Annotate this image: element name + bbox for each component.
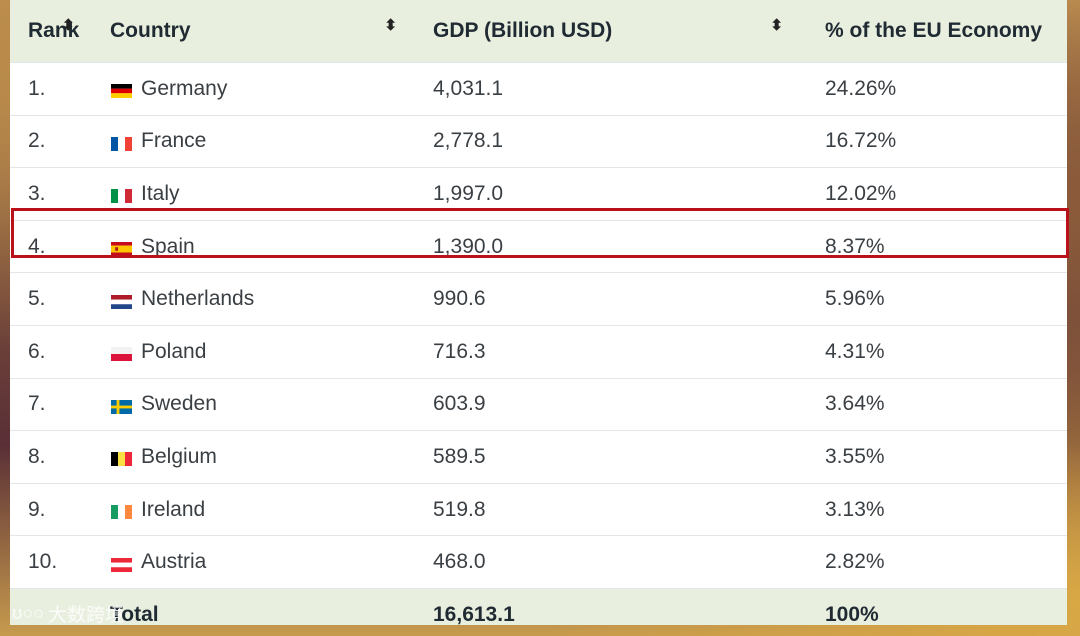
flag-netherlands-icon bbox=[110, 291, 133, 309]
share-cell: 3.13% bbox=[807, 482, 1067, 536]
table-row: 2. France 2,778.1 16.72% bbox=[10, 114, 1067, 168]
total-share: 100% bbox=[807, 587, 1067, 625]
gdp-cell: 519.8 bbox=[415, 482, 807, 536]
table-row: 7. Sweden 603.9 3.64% bbox=[10, 377, 1067, 431]
country-cell: Belgium bbox=[92, 430, 415, 484]
gdp-cell: 1,997.0 bbox=[415, 167, 807, 221]
table-row: 4. Spain 1,390.0 8.37% bbox=[10, 219, 1067, 273]
country-name: Spain bbox=[141, 234, 195, 258]
rank-cell: 6. bbox=[10, 324, 92, 379]
total-rank-cell bbox=[10, 587, 92, 625]
total-row: Total 16,613.1 100% bbox=[10, 587, 1067, 625]
total-gdp: 16,613.1 bbox=[415, 587, 807, 625]
table-row: 3. Italy 1,997.0 12.02% bbox=[10, 167, 1067, 221]
gdp-cell: 603.9 bbox=[415, 377, 807, 431]
gdp-cell: 4,031.1 bbox=[415, 62, 807, 116]
share-cell: 2.82% bbox=[807, 535, 1067, 589]
country-name: Germany bbox=[141, 76, 228, 100]
gdp-cell: 2,778.1 bbox=[415, 114, 807, 168]
country-cell: Ireland bbox=[92, 482, 415, 536]
country-name: France bbox=[141, 129, 207, 153]
gdp-cell: 1,390.0 bbox=[415, 219, 807, 273]
gdp-header[interactable]: GDP (Billion USD) ⬍ bbox=[415, 0, 807, 63]
country-header[interactable]: Country ⬍ bbox=[92, 0, 415, 63]
country-cell: Poland bbox=[92, 324, 415, 379]
flag-sweden-icon bbox=[110, 396, 133, 414]
country-cell: Italy bbox=[92, 167, 415, 221]
rank-cell: 10. bbox=[10, 535, 92, 589]
gdp-header-label: GDP (Billion USD) bbox=[433, 19, 613, 42]
gdp-cell: 589.5 bbox=[415, 430, 807, 484]
gdp-table: Rank ⬍ Country ⬍ GDP (Billion USD) ⬍ % o… bbox=[10, 0, 1067, 625]
rank-cell: 8. bbox=[10, 430, 92, 484]
flag-ireland-icon bbox=[110, 501, 133, 519]
gdp-cell: 990.6 bbox=[415, 272, 807, 326]
country-cell: Netherlands bbox=[92, 272, 415, 326]
table-row: 5. Netherlands 990.6 5.96% bbox=[10, 272, 1067, 326]
watermark-text: 大数跨境 bbox=[47, 605, 124, 626]
flag-france-icon bbox=[110, 133, 133, 151]
country-header-label: Country bbox=[110, 19, 191, 42]
table-row: 9. Ireland 519.8 3.13% bbox=[10, 482, 1067, 536]
rank-cell: 2. bbox=[10, 114, 92, 168]
table-row: 6. Poland 716.3 4.31% bbox=[10, 324, 1067, 379]
share-cell: 4.31% bbox=[807, 324, 1067, 379]
gdp-cell: 716.3 bbox=[415, 324, 807, 379]
rank-header[interactable]: Rank ⬍ bbox=[10, 0, 92, 63]
share-cell: 16.72% bbox=[807, 114, 1067, 168]
rank-cell: 5. bbox=[10, 272, 92, 326]
rank-cell: 9. bbox=[10, 482, 92, 536]
country-name: Austria bbox=[141, 550, 207, 574]
rank-cell: 1. bbox=[10, 62, 92, 116]
flag-belgium-icon bbox=[110, 448, 133, 467]
rank-cell: 4. bbox=[10, 219, 92, 273]
country-cell: Austria bbox=[92, 535, 415, 589]
table-header-row: Rank ⬍ Country ⬍ GDP (Billion USD) ⬍ % o… bbox=[10, 0, 1067, 63]
country-name: Belgium bbox=[141, 444, 217, 468]
table-row: 10. Austria 468.0 2.82% bbox=[10, 535, 1067, 589]
share-cell: 8.37% bbox=[807, 219, 1067, 273]
watermark: ʊ○○ 大数跨境 bbox=[12, 600, 124, 627]
flag-poland-icon bbox=[110, 343, 133, 362]
sort-icon[interactable]: ⬍ bbox=[62, 17, 75, 34]
table-row: 1. Germany 4,031.1 24.26% bbox=[10, 62, 1067, 116]
country-cell: Spain bbox=[92, 219, 415, 273]
share-cell: 5.96% bbox=[807, 272, 1067, 326]
share-header-label: % of the EU Economy bbox=[825, 19, 1043, 42]
flag-germany-icon bbox=[110, 80, 133, 99]
country-name: Sweden bbox=[141, 392, 217, 416]
sort-icon[interactable]: ⬍ bbox=[770, 17, 783, 34]
country-cell: Germany bbox=[92, 62, 415, 116]
rank-cell: 7. bbox=[10, 377, 92, 431]
rank-header-label: Rank bbox=[28, 19, 80, 42]
share-header: % of the EU Economy bbox=[807, 0, 1067, 63]
table-body: 1. Germany 4,031.1 24.26% 2. France 2,778.1 16.… bbox=[10, 62, 1067, 589]
rank-cell: 3. bbox=[10, 167, 92, 221]
share-cell: 3.64% bbox=[807, 377, 1067, 431]
flag-austria-icon bbox=[110, 554, 133, 572]
watermark-logo-icon: ʊ○○ bbox=[12, 603, 44, 623]
gdp-cell: 468.0 bbox=[415, 535, 807, 589]
country-cell: France bbox=[92, 114, 415, 168]
share-cell: 3.55% bbox=[807, 430, 1067, 484]
flag-spain-icon bbox=[110, 238, 133, 257]
share-cell: 12.02% bbox=[807, 167, 1067, 221]
country-name: Italy bbox=[141, 181, 180, 205]
country-name: Netherlands bbox=[141, 287, 255, 311]
flag-italy-icon bbox=[110, 185, 133, 204]
table-row: 8. Belgium 589.5 3.55% bbox=[10, 430, 1067, 484]
share-cell: 24.26% bbox=[807, 62, 1067, 116]
total-label: Total bbox=[92, 587, 415, 625]
country-name: Ireland bbox=[141, 497, 206, 521]
gdp-table-panel: Rank ⬍ Country ⬍ GDP (Billion USD) ⬍ % o… bbox=[10, 0, 1067, 625]
country-name: Poland bbox=[141, 339, 207, 363]
country-cell: Sweden bbox=[92, 377, 415, 431]
sort-icon[interactable]: ⬍ bbox=[384, 17, 397, 34]
